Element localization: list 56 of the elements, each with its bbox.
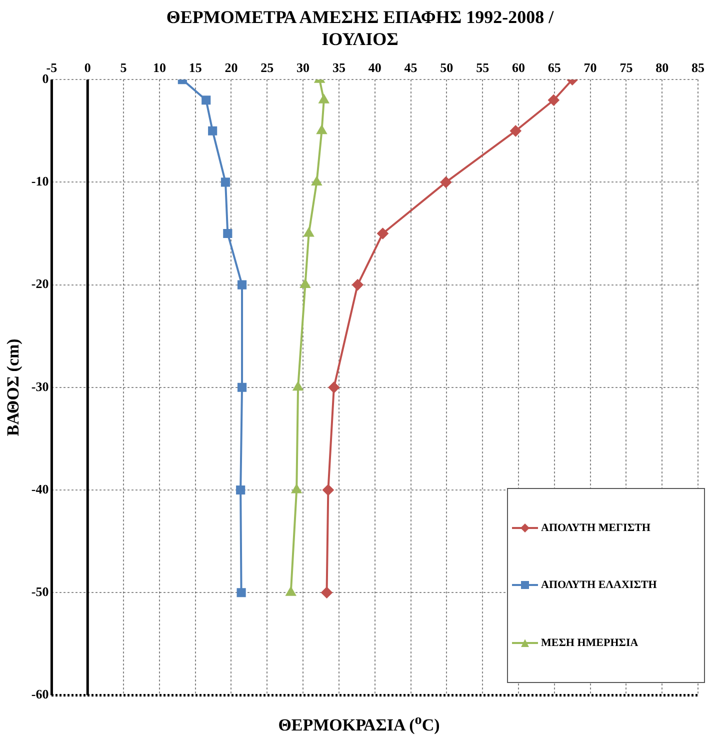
point	[510, 125, 522, 136]
point	[223, 228, 232, 238]
point	[300, 279, 310, 288]
point	[318, 94, 329, 104]
chart-title: ΘΕΡΜΟΜΕΤΡΑ ΑΜΕΣΗΣ ΕΠΑΦΗΣ 1992-2008 / ΙΟΥΛΙΟΣ	[165, 6, 555, 50]
legend-label: ΑΠΟΛΥΤΗ ΕΛΑΧΙΣΤΗ	[541, 579, 657, 592]
y-axis-title: ΒΑΘΟΣ (cm)	[4, 338, 23, 436]
point	[321, 587, 332, 598]
point	[312, 176, 322, 186]
x-tick-label: -5	[46, 60, 58, 76]
point	[440, 176, 452, 188]
x-tick-label: 85	[692, 60, 705, 76]
point	[293, 382, 303, 391]
x-tick-label: 40	[368, 60, 382, 76]
point	[237, 382, 247, 392]
x-tick-label: 45	[404, 60, 418, 76]
point	[237, 280, 247, 290]
x-tick-label: 60	[512, 60, 525, 76]
point	[328, 382, 340, 393]
x-tick-label: 5	[120, 60, 128, 76]
point	[208, 126, 218, 136]
point	[548, 94, 560, 106]
x-tick-label: 65	[548, 60, 562, 76]
point	[236, 485, 246, 495]
point	[236, 588, 246, 598]
y-tick-label: -50	[31, 584, 49, 599]
point	[377, 228, 388, 239]
y-tick-label: -40	[31, 481, 49, 496]
legend-label: ΑΠΟΛΥΤΗ ΜΕΓΙΣΤΗ	[541, 522, 650, 534]
point	[304, 228, 314, 237]
x-tick-label: 50	[440, 60, 454, 76]
x-axis-title: ΘΕΡΜΟΚΡΑΣΙΑ ($^{o}$C)	[277, 712, 441, 736]
y-tick-label: 0	[42, 70, 49, 86]
x-tick-label: 10	[152, 60, 166, 76]
point	[286, 587, 296, 596]
x-tick-label: 35	[332, 60, 346, 76]
x-tick-label: 70	[584, 60, 597, 76]
x-tick-label: 15	[188, 60, 202, 76]
x-tick-label: 20	[224, 60, 238, 76]
point	[352, 279, 364, 290]
y-tick-label: -10	[31, 174, 49, 189]
y-tick-label: -20	[31, 276, 49, 292]
point	[322, 484, 334, 496]
x-tick-label: 55	[476, 60, 490, 76]
legend-label: ΜΕΣΗ ΗΜΕΡΗΣΙΑ	[541, 637, 638, 650]
point	[202, 96, 211, 105]
x-tick-label: 80	[656, 60, 669, 76]
x-tick-label: 25	[260, 60, 274, 76]
y-tick-label: -60	[31, 686, 49, 702]
point	[316, 125, 327, 134]
x-tick-label: 75	[620, 60, 634, 76]
point	[292, 484, 302, 494]
x-tick-label: 30	[296, 60, 310, 76]
y-tick-label: -30	[31, 378, 49, 394]
point	[220, 178, 230, 187]
x-tick-label: 0	[84, 60, 91, 76]
